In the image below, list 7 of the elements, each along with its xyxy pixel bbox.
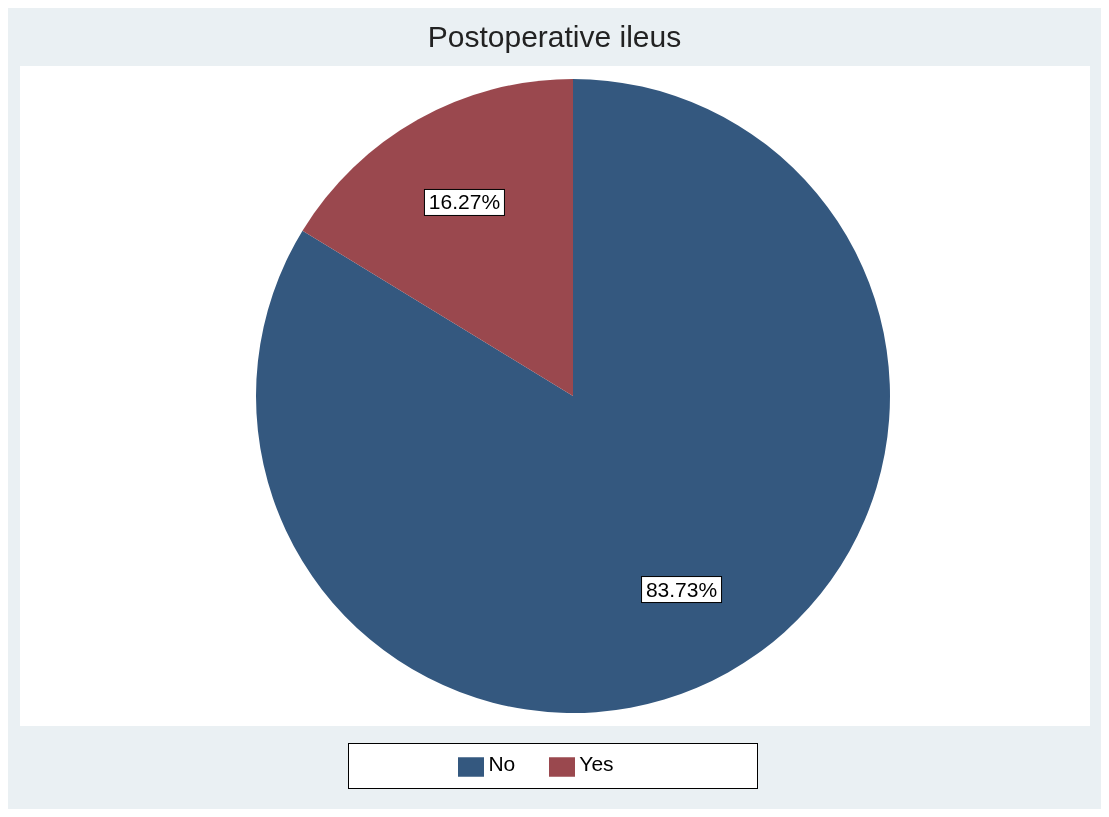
pie-slice: [302, 79, 573, 396]
chart-title: Postoperative ileus: [426, 19, 683, 55]
data-label: 83.73%: [645, 577, 718, 601]
legend-label: No: [488, 752, 516, 776]
pie-slice: [256, 79, 890, 713]
data-label: 16.27%: [428, 190, 501, 214]
legend-label: Yes: [579, 752, 614, 776]
